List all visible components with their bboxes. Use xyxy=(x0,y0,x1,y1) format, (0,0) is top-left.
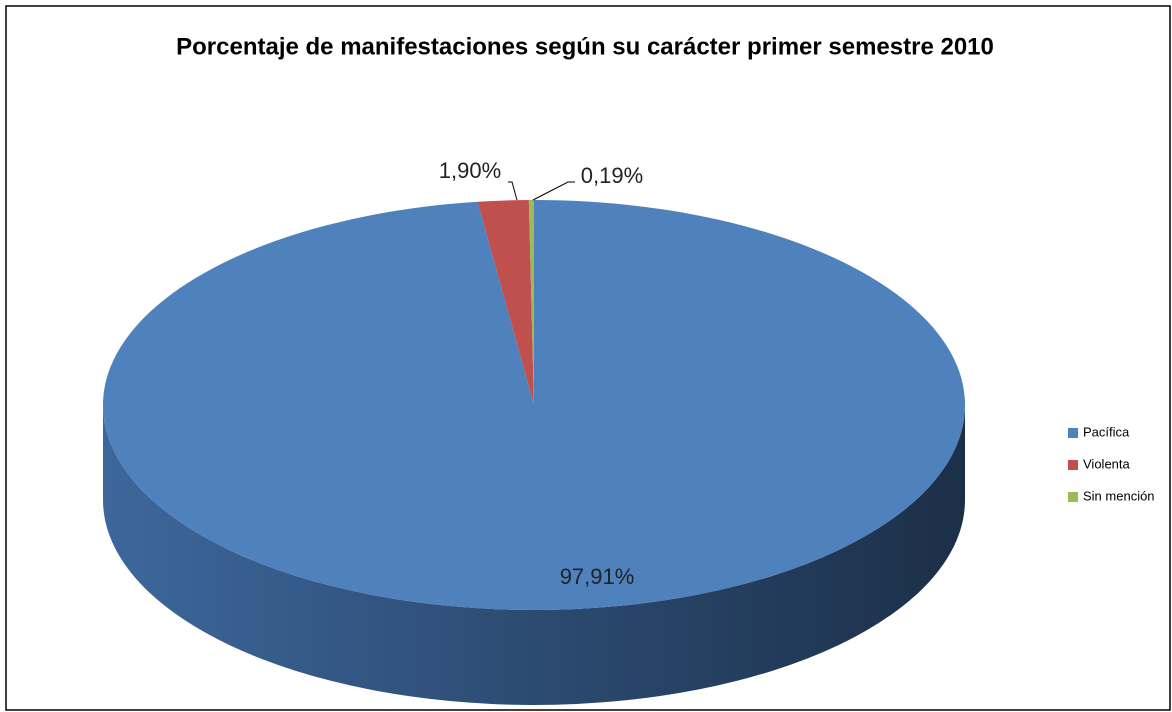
pie xyxy=(103,200,965,705)
legend-label: Violenta xyxy=(1083,456,1131,471)
legend-label: Sin mención xyxy=(1083,488,1155,503)
slice-side xyxy=(103,405,965,705)
legend-swatch xyxy=(1068,428,1078,438)
data-label: 0,19% xyxy=(581,163,643,188)
slice xyxy=(528,200,534,405)
legend-label: Pacífica xyxy=(1083,424,1130,439)
legend-swatch xyxy=(1068,492,1078,502)
leader-line xyxy=(532,181,575,201)
data-labels: 97,91% 1,90% 0,19% xyxy=(439,158,643,589)
data-label: 1,90% xyxy=(439,158,501,183)
chart-title: Porcentaje de manifestaciones según su c… xyxy=(176,33,994,60)
legend-swatch xyxy=(1068,460,1078,470)
legend: Pacífica Violenta Sin mención xyxy=(1068,424,1155,503)
slice xyxy=(103,200,965,611)
data-label: 97,91% xyxy=(560,564,635,589)
slice xyxy=(477,200,534,405)
leader-line xyxy=(508,181,518,201)
